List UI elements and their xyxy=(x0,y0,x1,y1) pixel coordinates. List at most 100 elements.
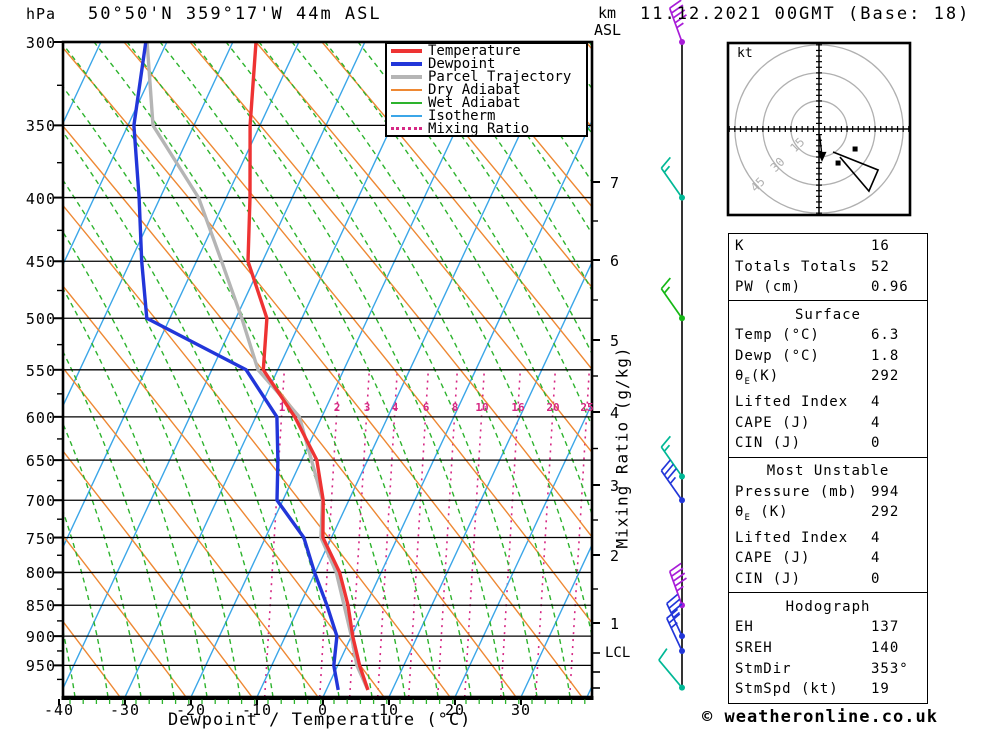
isotherm-line xyxy=(454,401,592,697)
barb-feather xyxy=(660,459,672,472)
barb-feather xyxy=(672,9,686,19)
barb-feather xyxy=(672,572,686,582)
table-row: Lifted Index 4 xyxy=(729,531,927,546)
table-row-label: PW (cm) xyxy=(735,278,802,295)
run-date-title: 11.12.2021 00GMT (Base: 18) xyxy=(640,4,971,24)
wind-level-dot xyxy=(679,194,685,201)
km-axis-value: 7 xyxy=(610,174,620,192)
barb-feather xyxy=(666,593,679,605)
table-row-value: 19 xyxy=(871,681,890,698)
km-axis-label: km xyxy=(598,4,617,22)
station-title: 50°50'N 359°17'W 44m ASL xyxy=(88,4,382,24)
barb-stem xyxy=(660,288,683,319)
barb-feather xyxy=(669,0,682,9)
pressure-axis-label: 700 xyxy=(25,492,56,511)
legend-line-sample xyxy=(391,101,422,104)
temp-axis-label: 20 xyxy=(444,701,466,719)
km-axis-value: 6 xyxy=(610,252,620,270)
pressure-axis-label: 350 xyxy=(25,117,56,136)
copyright: © weatheronline.co.uk xyxy=(702,707,938,727)
table-row: StmDir 353° xyxy=(729,661,927,677)
barb-feather xyxy=(666,608,679,619)
pressure-axis-label: 850 xyxy=(25,597,56,616)
table-row: Temp (°C) 6.3 xyxy=(729,328,927,343)
table-row-value: 994 xyxy=(871,483,900,500)
table-row: CIN (J) 0 xyxy=(729,570,927,587)
table-row-label: CAPE (J) xyxy=(735,414,811,431)
barb-feather xyxy=(660,156,672,169)
pressure-axis-label: 550 xyxy=(25,361,56,380)
table-row-value: 6.3 xyxy=(871,327,900,344)
wind-barb xyxy=(660,435,685,480)
km-axis-value: 5 xyxy=(610,332,620,350)
table-row-value: 292 xyxy=(871,503,900,520)
isotherm-line xyxy=(63,42,168,267)
barb-half-feather xyxy=(663,444,671,452)
storm-motion-arrowhead xyxy=(817,151,827,162)
legend-line-sample xyxy=(391,74,422,79)
legend-line-sample xyxy=(391,88,422,91)
legend-item: Mixing Ratio xyxy=(387,122,586,136)
asl-axis-label: ASL xyxy=(594,21,622,39)
mixing-ratio-value: 16 xyxy=(511,401,525,414)
table-row-value: 16 xyxy=(871,238,890,255)
legend-item-label: Parcel Trajectory xyxy=(428,68,572,85)
table-row: EH 137 xyxy=(729,620,927,635)
wind-barb xyxy=(666,608,685,654)
sounding-curves xyxy=(132,42,370,691)
table-row-value: 140 xyxy=(871,639,900,656)
legend-line-sample xyxy=(391,127,422,130)
barb-feather xyxy=(668,598,681,609)
table-row-label: Totals Totals xyxy=(735,258,858,275)
table-row-label: Lifted Index xyxy=(735,530,849,547)
mixing-ratio-value: 2 xyxy=(333,401,341,414)
lcl-marker-label: LCL xyxy=(605,645,631,661)
wind-barb xyxy=(660,459,685,504)
table-row-value: 1.8 xyxy=(871,347,900,364)
barb-feather xyxy=(670,567,684,577)
table-row-value: 0 xyxy=(871,570,881,587)
barb-feather xyxy=(658,648,668,661)
barb-feather xyxy=(660,277,672,290)
legend-item-label: Dewpoint xyxy=(428,55,496,72)
index-table: Most Unstable Pressure (mb) 994 θE (K) 292 Li… xyxy=(728,457,928,593)
index-table: Hodograph EH 137 SREH 140 StmDir 353° StmSpd (k… xyxy=(728,592,928,704)
table-row-label: θE(K) xyxy=(735,368,780,387)
table-row-label: CIN (J) xyxy=(735,435,802,452)
temp-axis-label: 0 xyxy=(317,701,329,719)
mixing-ratio-line xyxy=(568,369,591,697)
mixing-ratio-value: 25 xyxy=(580,401,594,414)
wind-barb xyxy=(668,0,687,45)
km-axis-value: 3 xyxy=(610,477,620,495)
mixing-ratio-value: 6 xyxy=(422,401,430,414)
legend-line-sample xyxy=(391,61,422,66)
index-table-title: Most Unstable xyxy=(766,463,890,480)
table-row: θE (K) 292 xyxy=(729,503,927,526)
temp-axis-label: -30 xyxy=(109,701,141,719)
table-row: CIN (J) 0 xyxy=(729,436,927,451)
table-row-value: 292 xyxy=(871,368,900,385)
isotherm-line xyxy=(520,543,592,697)
barb-stem xyxy=(666,603,683,637)
pressure-axis-label: 800 xyxy=(25,564,56,583)
dewpoint-curve xyxy=(132,42,340,691)
barb-feather xyxy=(660,435,672,448)
table-row-label: Dewp (°C) xyxy=(735,347,820,364)
pressure-axis-label: 900 xyxy=(25,628,56,647)
barb-half-feather xyxy=(663,165,671,173)
legend-item: Wet Adiabat xyxy=(387,96,586,110)
legend: Temperature Dewpoint Parcel Trajectory Dry … xyxy=(385,42,588,137)
table-row-label: K xyxy=(735,238,745,255)
barb-half-feather xyxy=(663,286,671,294)
legend-line-sample xyxy=(391,48,422,53)
dry-adiabat-line xyxy=(63,450,253,697)
mixing-ratio-line xyxy=(463,369,486,697)
km-axis-value: 1 xyxy=(610,615,620,633)
temp-axis-label: -40 xyxy=(43,701,75,719)
parcel-trajectory-curve xyxy=(145,42,370,691)
barb-feather xyxy=(663,463,674,476)
barb-feather xyxy=(674,14,687,24)
table-row: StmSpd (kt) 19 xyxy=(729,682,927,697)
table-row-label: SREH xyxy=(735,639,773,656)
table-row-label: θE (K) xyxy=(735,503,789,523)
